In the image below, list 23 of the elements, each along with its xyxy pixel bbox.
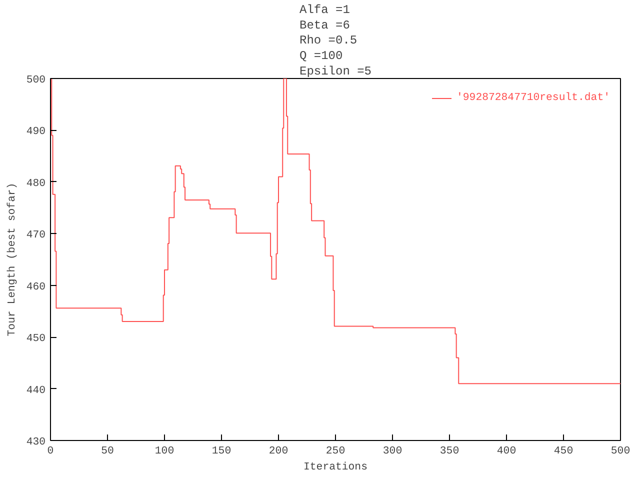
y-tick-label: 490 bbox=[26, 126, 46, 138]
x-tick-label: 250 bbox=[326, 446, 346, 458]
x-tick-label: 300 bbox=[382, 446, 402, 458]
y-tick-label: 500 bbox=[26, 74, 46, 86]
x-tick-label: 200 bbox=[268, 446, 288, 458]
x-tick-label: 150 bbox=[212, 446, 232, 458]
x-tick-label: 400 bbox=[496, 446, 516, 458]
x-tick-label: 0 bbox=[47, 446, 54, 458]
x-tick-label: 50 bbox=[101, 446, 114, 458]
y-tick-label: 470 bbox=[26, 230, 46, 242]
y-axis-title: Tour Length (best sofar) bbox=[6, 182, 18, 336]
x-tick-label: 100 bbox=[154, 446, 174, 458]
y-tick-label: 430 bbox=[26, 436, 46, 448]
y-tick-label: 440 bbox=[26, 384, 46, 397]
y-tick-label: 480 bbox=[26, 178, 46, 190]
y-tick-label: 450 bbox=[26, 333, 46, 346]
x-tick-label: 500 bbox=[610, 446, 630, 458]
x-tick-label: 450 bbox=[554, 446, 574, 458]
x-axis-title: Iterations bbox=[304, 462, 368, 474]
y-tick-label: 460 bbox=[26, 281, 46, 294]
legend-label: '992872847710result.dat' bbox=[456, 92, 610, 104]
x-tick-label: 350 bbox=[440, 446, 460, 458]
chart-title: Alfa =1 Beta =6 Rho =0.5 Q =100 Epsilon =5 bbox=[299, 2, 372, 78]
